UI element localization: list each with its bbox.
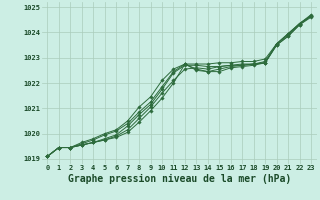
- X-axis label: Graphe pression niveau de la mer (hPa): Graphe pression niveau de la mer (hPa): [68, 174, 291, 184]
